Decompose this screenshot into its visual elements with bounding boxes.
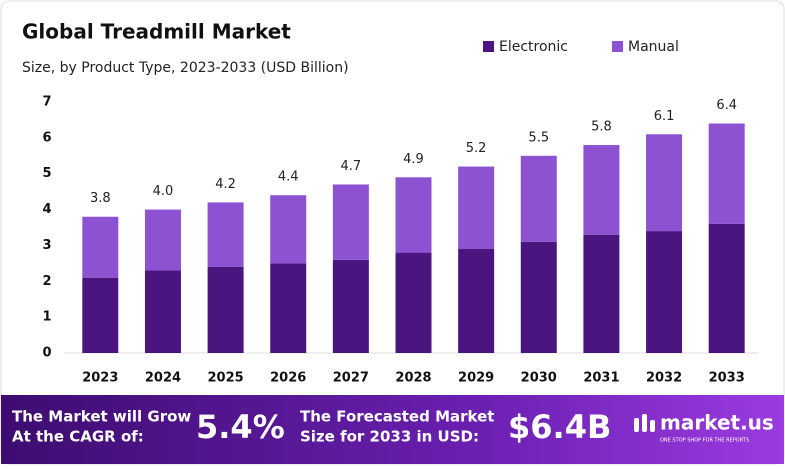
y-tick-label: 4 — [42, 202, 51, 217]
total-label: 4.2 — [215, 177, 236, 192]
x-tick-label: 2024 — [145, 371, 181, 386]
bar-segment — [395, 252, 432, 353]
bar-segment — [458, 249, 495, 353]
bar-segment — [520, 155, 557, 242]
forecast-value: $6.4B — [508, 408, 611, 446]
logo-bar — [642, 414, 647, 432]
bar-segment — [708, 223, 745, 353]
total-label: 6.1 — [654, 109, 675, 124]
y-tick-label: 7 — [42, 95, 51, 110]
bar-segment — [458, 166, 495, 250]
forecast-text: The Forecasted Market — [300, 408, 494, 426]
logo-bar — [634, 418, 639, 432]
x-tick-label: 2033 — [709, 371, 745, 386]
bar-segment — [144, 270, 181, 353]
total-label: 4.9 — [403, 152, 424, 167]
brand: market.us — [660, 411, 774, 435]
total-label: 5.2 — [466, 141, 487, 156]
total-label: 3.8 — [90, 191, 111, 206]
chart-subtitle: Size, by Product Type, 2023-2033 (USD Bi… — [22, 60, 349, 76]
legend-label: Electronic — [499, 39, 568, 55]
x-tick-label: 2026 — [270, 371, 306, 386]
forecast-text: Size for 2033 in USD: — [300, 428, 479, 446]
tagline: ONE STOP SHOP FOR THE REPORTS — [660, 438, 749, 444]
total-label: 5.8 — [591, 120, 612, 135]
bar-segment — [144, 209, 181, 271]
y-tick-label: 3 — [42, 238, 51, 253]
y-tick-label: 0 — [42, 346, 51, 361]
x-tick-label: 2031 — [583, 371, 619, 386]
logo-bar — [650, 420, 655, 432]
total-label: 6.4 — [716, 98, 737, 113]
y-tick-label: 2 — [42, 274, 51, 289]
bar-segment — [708, 123, 745, 224]
bar-segment — [583, 234, 620, 353]
x-tick-label: 2029 — [458, 371, 494, 386]
cagr-text: The Market will Grow — [12, 408, 191, 426]
y-tick-label: 5 — [42, 166, 51, 181]
bar-segment — [270, 263, 307, 353]
bar-segment — [207, 202, 244, 267]
bar-segment — [646, 231, 683, 353]
bar-segment — [82, 277, 119, 353]
x-tick-label: 2032 — [646, 371, 682, 386]
footer: The Market will Grow At the CAGR of: 5.4… — [12, 408, 774, 447]
chart-title: Global Treadmill Market — [22, 20, 291, 44]
x-tick-label: 2030 — [521, 371, 557, 386]
cagr-text: At the CAGR of: — [12, 428, 144, 446]
y-tick-label: 1 — [42, 310, 51, 325]
bar-segment — [520, 241, 557, 353]
legend-label: Manual — [628, 39, 679, 55]
x-tick-label: 2025 — [207, 371, 243, 386]
bar-segment — [207, 266, 244, 353]
cagr-value: 5.4% — [196, 408, 285, 446]
total-label: 4.4 — [278, 170, 299, 185]
legend-swatch — [612, 41, 623, 52]
bar-segment — [646, 134, 683, 232]
total-label: 4.7 — [341, 159, 362, 174]
y-tick-label: 6 — [42, 130, 51, 145]
bar-segment — [395, 177, 432, 253]
bar-segment — [332, 259, 369, 353]
x-tick-label: 2027 — [333, 371, 369, 386]
total-label: 4.0 — [153, 184, 174, 199]
bar-segment — [583, 145, 620, 235]
x-tick-label: 2028 — [395, 371, 431, 386]
legend-swatch — [483, 41, 494, 52]
total-label: 5.5 — [528, 130, 549, 145]
bar-segment — [82, 216, 119, 278]
bar-segment — [332, 184, 369, 260]
x-tick-label: 2023 — [82, 371, 118, 386]
bar-segment — [270, 195, 307, 264]
